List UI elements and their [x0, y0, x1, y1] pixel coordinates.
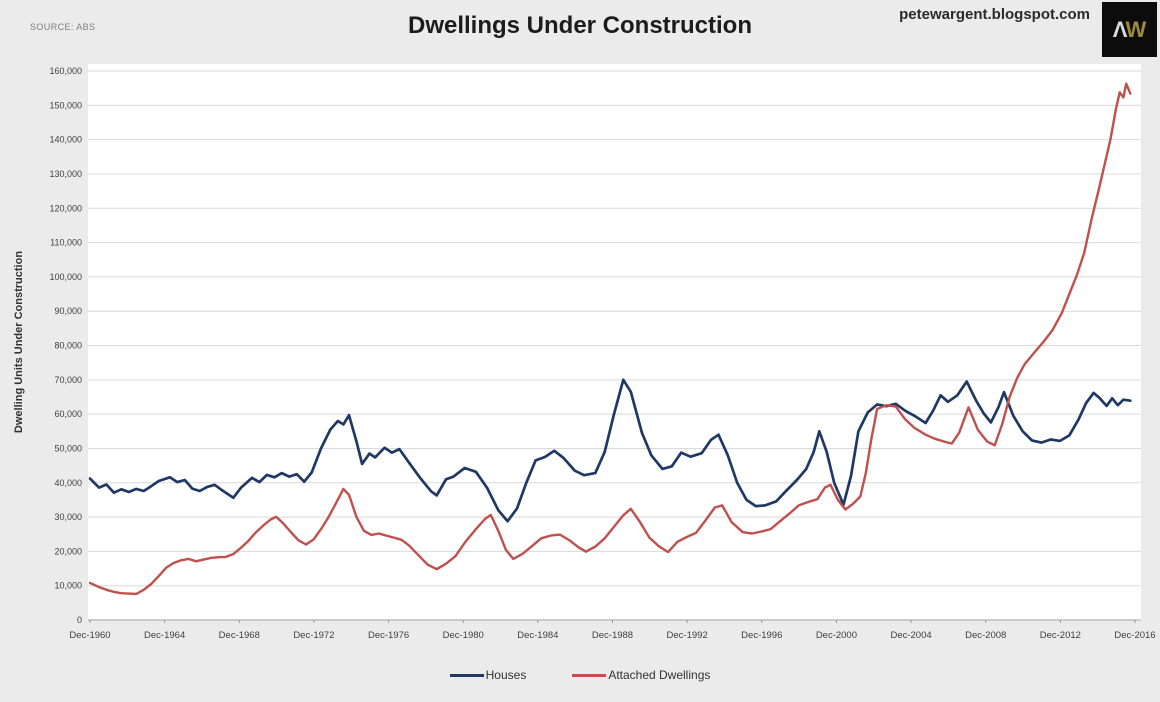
- y-tick-label: 70,000: [54, 375, 82, 385]
- houses-line: [88, 378, 1132, 523]
- y-tick-label: 90,000: [54, 306, 82, 316]
- plot-background: [88, 64, 1141, 620]
- line-chart: 0 10,000 20,000 30,000 40,000 50,000 60,000 70,…: [13, 64, 1156, 641]
- attached-dwellings-line-swatch: [572, 673, 607, 677]
- legend: Houses Attached Dwellings: [0, 668, 1160, 682]
- y-tick-label: 100,000: [49, 272, 82, 282]
- x-tick-label: Dec-2008: [965, 630, 1006, 641]
- y-tick-label: 110,000: [50, 238, 82, 248]
- x-tick-label: Dec-1964: [144, 630, 185, 641]
- y-tick-label: 80,000: [54, 341, 82, 351]
- y-tick-label: 0: [77, 615, 82, 625]
- x-tick-label: Dec-2004: [890, 630, 931, 641]
- x-tick-label: Dec-1980: [443, 630, 484, 641]
- aw-logo: Λ W: [1102, 2, 1157, 57]
- y-tick-label: 140,000: [49, 135, 82, 145]
- x-tick-label: Dec-1988: [592, 630, 633, 641]
- attached-dwellings-line: [88, 82, 1132, 596]
- x-tick-label: Dec-2016: [1114, 630, 1155, 641]
- x-tick-label: Dec-1960: [69, 630, 110, 641]
- x-tick-label: Dec-2000: [816, 630, 857, 641]
- x-tick-label: Dec-1976: [368, 630, 409, 641]
- y-tick-label: 30,000: [54, 512, 82, 522]
- y-tick-label: 40,000: [54, 478, 82, 488]
- x-tick-label: Dec-1996: [741, 630, 782, 641]
- legend-label-houses: Houses: [485, 668, 527, 682]
- x-tick-label: Dec-1992: [667, 630, 708, 641]
- y-tick-label: 150,000: [49, 100, 82, 110]
- y-tick-label: 120,000: [49, 203, 82, 213]
- x-tick-label: Dec-2012: [1040, 630, 1081, 641]
- y-tick-label: 60,000: [54, 409, 82, 419]
- legend-item-attached-dwellings: Attached Dwellings: [572, 668, 710, 682]
- x-tick-label: Dec-1972: [293, 630, 334, 641]
- y-tick-label: 50,000: [54, 443, 82, 453]
- legend-item-houses: Houses: [449, 668, 527, 682]
- logo-letter-w: W: [1125, 16, 1147, 42]
- y-axis-title: Dwelling Units Under Construction: [13, 251, 25, 433]
- legend-label-attached-dwellings: Attached Dwellings: [608, 668, 711, 682]
- y-tick-label: 10,000: [54, 581, 82, 591]
- watermark-url: petewargent.blogspot.com: [899, 6, 1090, 23]
- page-title: Dwellings Under Construction: [407, 12, 752, 39]
- houses-line-swatch: [449, 673, 484, 677]
- y-tick-label: 20,000: [54, 546, 82, 556]
- source-label: SOURCE: ABS: [30, 22, 96, 32]
- y-tick-label: 160,000: [49, 66, 82, 76]
- logo-letter-a: Λ: [1112, 16, 1128, 42]
- y-tick-label: 130,000: [49, 169, 82, 179]
- x-tick-label: Dec-1968: [219, 630, 260, 641]
- x-tick-label: Dec-1984: [517, 630, 558, 641]
- chart-area: 0 10,000 20,000 30,000 40,000 50,000 60,000 70,…: [13, 64, 1156, 641]
